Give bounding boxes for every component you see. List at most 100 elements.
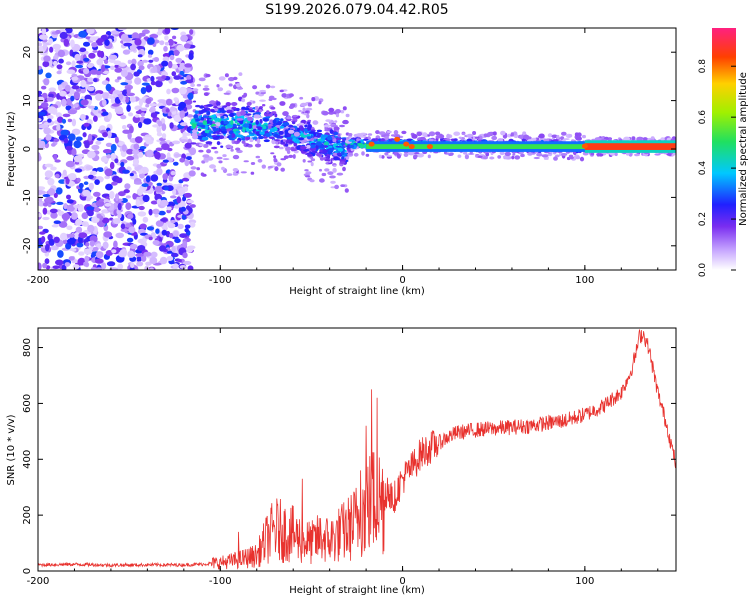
- heat-cell: [274, 166, 279, 172]
- heat-cell: [160, 218, 168, 222]
- heat-cell: [182, 131, 187, 138]
- heat-cell: [91, 42, 98, 48]
- heat-cell: [278, 146, 284, 150]
- heat-cell: [78, 251, 85, 256]
- heat-cell: [156, 163, 162, 169]
- heat-cell: [136, 45, 145, 50]
- heat-cell: [200, 116, 204, 121]
- heat-cell: [121, 198, 128, 203]
- heat-cell: [38, 196, 43, 203]
- colorbar-tick-label: 0.4: [698, 161, 708, 176]
- heat-cell: [113, 240, 118, 249]
- heat-cell: [129, 267, 135, 270]
- heat-cell: [378, 131, 386, 136]
- heat-cell: [57, 49, 66, 58]
- heat-cell: [213, 168, 217, 173]
- heat-cell: [574, 132, 579, 137]
- heat-cell: [311, 97, 316, 102]
- heat-cell: [53, 154, 58, 160]
- heat-cell: [316, 129, 322, 133]
- heat-cell: [44, 163, 54, 168]
- heat-cell: [114, 67, 123, 73]
- heat-cell: [253, 114, 261, 119]
- heat-cell: [133, 71, 140, 77]
- heat-cell: [171, 252, 179, 258]
- heat-cell: [181, 177, 189, 182]
- heat-cell: [458, 136, 463, 139]
- heat-cell: [141, 255, 147, 262]
- heat-cell: [279, 89, 284, 93]
- heat-cell: [324, 159, 331, 162]
- heat-cell: [70, 95, 75, 102]
- heat-cell: [245, 113, 252, 116]
- heat-cell: [126, 104, 131, 112]
- heat-cell: [345, 155, 350, 160]
- heat-cell: [345, 113, 350, 118]
- heat-cell: [240, 110, 246, 116]
- heat-cell: [284, 129, 289, 135]
- heat-cell: [63, 138, 69, 144]
- heat-cell: [385, 154, 393, 157]
- heat-cell: [85, 36, 91, 40]
- heat-cell: [186, 199, 194, 204]
- heat-cell: [73, 204, 81, 209]
- heat-cell: [326, 136, 333, 141]
- heat-cell: [204, 125, 209, 130]
- heat-cell: [150, 112, 158, 119]
- heat-cell: [96, 137, 105, 141]
- heat-cell: [94, 258, 104, 264]
- heat-cell: [533, 156, 540, 160]
- heat-cell: [483, 133, 489, 138]
- heat-cell: [138, 65, 145, 71]
- heat-cell: [115, 193, 119, 202]
- heat-cell: [307, 160, 313, 163]
- heat-cell: [97, 50, 102, 58]
- heat-cell: [68, 256, 75, 261]
- heat-cell: [337, 147, 343, 152]
- heat-cell: [271, 111, 277, 114]
- heat-cell: [88, 105, 95, 109]
- heat-cell: [150, 251, 158, 258]
- heat-cell: [39, 231, 46, 235]
- heat-cell: [179, 70, 185, 76]
- heat-cell: [180, 34, 189, 42]
- heat-cell: [111, 181, 118, 186]
- heat-cell: [225, 102, 231, 107]
- snr-panel: -200 -100 0 100 0 200 400 600 800 Height of stra…: [6, 327, 677, 596]
- heat-cell: [298, 137, 305, 141]
- heat-cell: [201, 109, 208, 113]
- heat-cell: [309, 179, 315, 183]
- heat-cell: [239, 120, 244, 125]
- heat-cell: [158, 245, 167, 252]
- colorbar: 0.0 0.2 0.4 0.6 0.8 Normalized spectral ampl…: [698, 28, 749, 277]
- heat-cell: [135, 199, 141, 208]
- snr-frame: [37, 327, 677, 572]
- heat-cell: [82, 132, 87, 138]
- heat-cell: [202, 154, 210, 159]
- heat-cell: [231, 133, 236, 139]
- heat-cell: [306, 136, 312, 140]
- heat-cell: [296, 127, 300, 132]
- heat-cell: [250, 171, 255, 175]
- heat-cell: [54, 159, 61, 163]
- heat-cell: [279, 101, 286, 106]
- heat-cell: [166, 88, 171, 95]
- heat-cell: [61, 213, 71, 221]
- heat-cell: [132, 218, 137, 225]
- heat-cell: [314, 136, 318, 140]
- heat-cell: [174, 238, 181, 244]
- heat-cell: [308, 131, 316, 134]
- heat-cell: [126, 80, 133, 84]
- heat-cell: [57, 250, 64, 258]
- heat-cell: [109, 161, 115, 170]
- heat-cell: [42, 207, 48, 215]
- heat-cell: [306, 126, 312, 131]
- heat-cell: [138, 98, 143, 107]
- heat-cell: [614, 152, 618, 157]
- heat-cell: [38, 140, 43, 147]
- heat-cell: [446, 133, 451, 139]
- heat-cell: [139, 172, 145, 179]
- heat-cell: [71, 60, 76, 68]
